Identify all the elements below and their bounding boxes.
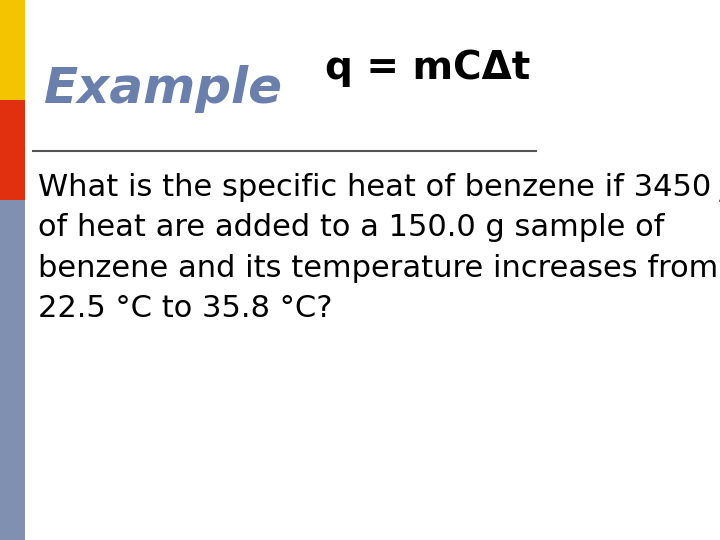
Bar: [0, 0, 24, 100]
Text: q = mCΔt: q = mCΔt: [325, 49, 531, 86]
Text: What is the specific heat of benzene if 3450 J
of heat are added to a 150.0 g sa: What is the specific heat of benzene if …: [38, 173, 720, 323]
Bar: [0, 100, 24, 200]
Text: Example: Example: [44, 65, 283, 113]
Bar: [0, 200, 24, 540]
